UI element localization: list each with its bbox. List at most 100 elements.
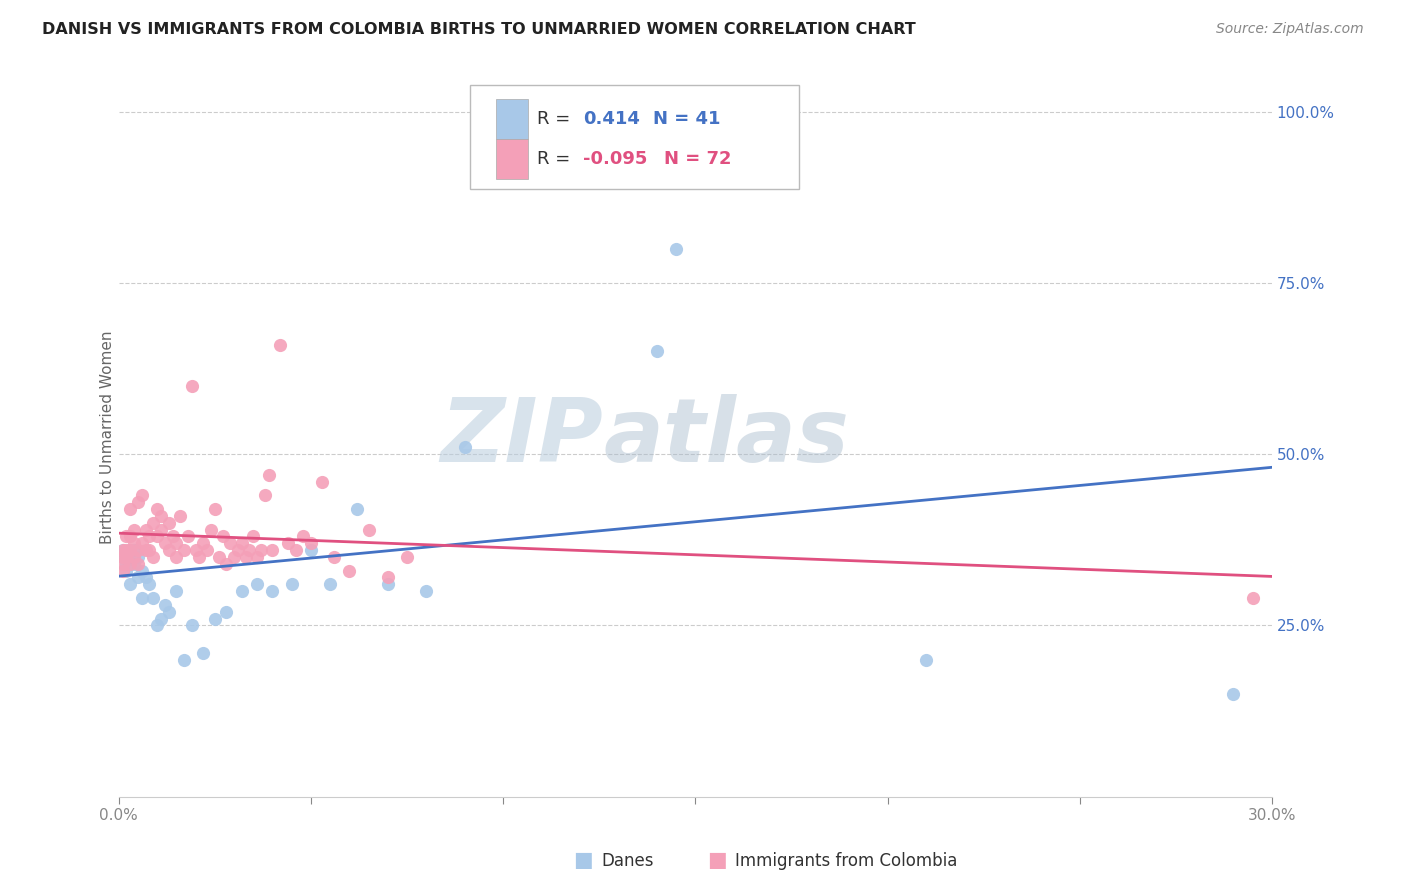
Point	[415, 584, 437, 599]
Point	[299, 536, 322, 550]
Point	[238, 543, 260, 558]
Point	[120, 529, 142, 543]
Point	[135, 523, 157, 537]
Point	[346, 502, 368, 516]
Point	[195, 543, 218, 558]
Point	[111, 543, 134, 558]
Text: ■: ■	[707, 850, 727, 870]
Point	[284, 543, 307, 558]
Point	[162, 529, 184, 543]
Point	[142, 549, 165, 564]
Point	[1222, 687, 1244, 701]
Point	[131, 564, 153, 578]
Point	[215, 605, 238, 619]
Text: R =: R =	[537, 110, 576, 128]
Point	[323, 549, 346, 564]
Point	[138, 577, 160, 591]
Y-axis label: Births to Unmarried Women: Births to Unmarried Women	[100, 330, 115, 544]
Point	[120, 543, 142, 558]
Point	[120, 549, 142, 564]
Point	[122, 523, 145, 537]
Point	[257, 467, 280, 482]
Point	[165, 584, 187, 599]
Point	[226, 543, 249, 558]
Point	[311, 475, 333, 489]
Point	[127, 549, 149, 564]
Point	[173, 653, 195, 667]
Point	[131, 536, 153, 550]
Point	[215, 557, 238, 571]
Text: N = 41: N = 41	[652, 110, 720, 128]
Point	[219, 536, 242, 550]
Point	[357, 523, 380, 537]
Point	[146, 529, 169, 543]
Point	[253, 488, 276, 502]
Point	[246, 549, 269, 564]
Point	[200, 523, 222, 537]
Point	[454, 440, 477, 454]
Point	[115, 529, 138, 543]
Point	[915, 653, 938, 667]
Point	[395, 549, 418, 564]
Point	[157, 543, 180, 558]
Point	[165, 549, 187, 564]
Point	[115, 549, 138, 564]
Text: ■: ■	[574, 850, 593, 870]
Text: DANISH VS IMMIGRANTS FROM COLOMBIA BIRTHS TO UNMARRIED WOMEN CORRELATION CHART: DANISH VS IMMIGRANTS FROM COLOMBIA BIRTH…	[42, 22, 915, 37]
Point	[235, 549, 257, 564]
Point	[153, 536, 176, 550]
Point	[177, 529, 200, 543]
Point	[492, 104, 515, 119]
Point	[135, 543, 157, 558]
Point	[150, 523, 173, 537]
Point	[127, 543, 149, 558]
Point	[111, 564, 134, 578]
Point	[377, 577, 399, 591]
Point	[299, 543, 322, 558]
Point	[208, 549, 231, 564]
Point	[111, 549, 134, 564]
Point	[115, 543, 138, 558]
Point	[150, 508, 173, 523]
Point	[115, 564, 138, 578]
Point	[222, 549, 245, 564]
Text: Immigrants from Colombia: Immigrants from Colombia	[735, 852, 957, 870]
Point	[122, 557, 145, 571]
Point	[319, 577, 342, 591]
Point	[146, 502, 169, 516]
Point	[645, 344, 668, 359]
Text: Danes: Danes	[602, 852, 654, 870]
Point	[122, 549, 145, 564]
Point	[211, 529, 233, 543]
Point	[665, 242, 688, 256]
Point	[173, 543, 195, 558]
Point	[262, 584, 284, 599]
Point	[138, 529, 160, 543]
Point	[231, 584, 253, 599]
Point	[242, 529, 264, 543]
Point	[142, 516, 165, 530]
Point	[157, 605, 180, 619]
Point	[138, 543, 160, 558]
Text: R =: R =	[537, 150, 576, 169]
Point	[122, 536, 145, 550]
Text: -0.095: -0.095	[583, 150, 648, 169]
Point	[277, 536, 299, 550]
Point	[180, 618, 202, 632]
Point	[146, 618, 169, 632]
Point	[111, 557, 134, 571]
Point	[131, 488, 153, 502]
Point	[193, 646, 215, 660]
Point	[269, 337, 291, 351]
Point	[142, 591, 165, 605]
Text: N = 72: N = 72	[664, 150, 731, 169]
Point	[120, 577, 142, 591]
Point	[262, 543, 284, 558]
Point	[122, 543, 145, 558]
Point	[111, 543, 134, 558]
Point	[127, 557, 149, 571]
Point	[377, 570, 399, 584]
Point	[150, 611, 173, 625]
Point	[157, 516, 180, 530]
Point	[127, 570, 149, 584]
